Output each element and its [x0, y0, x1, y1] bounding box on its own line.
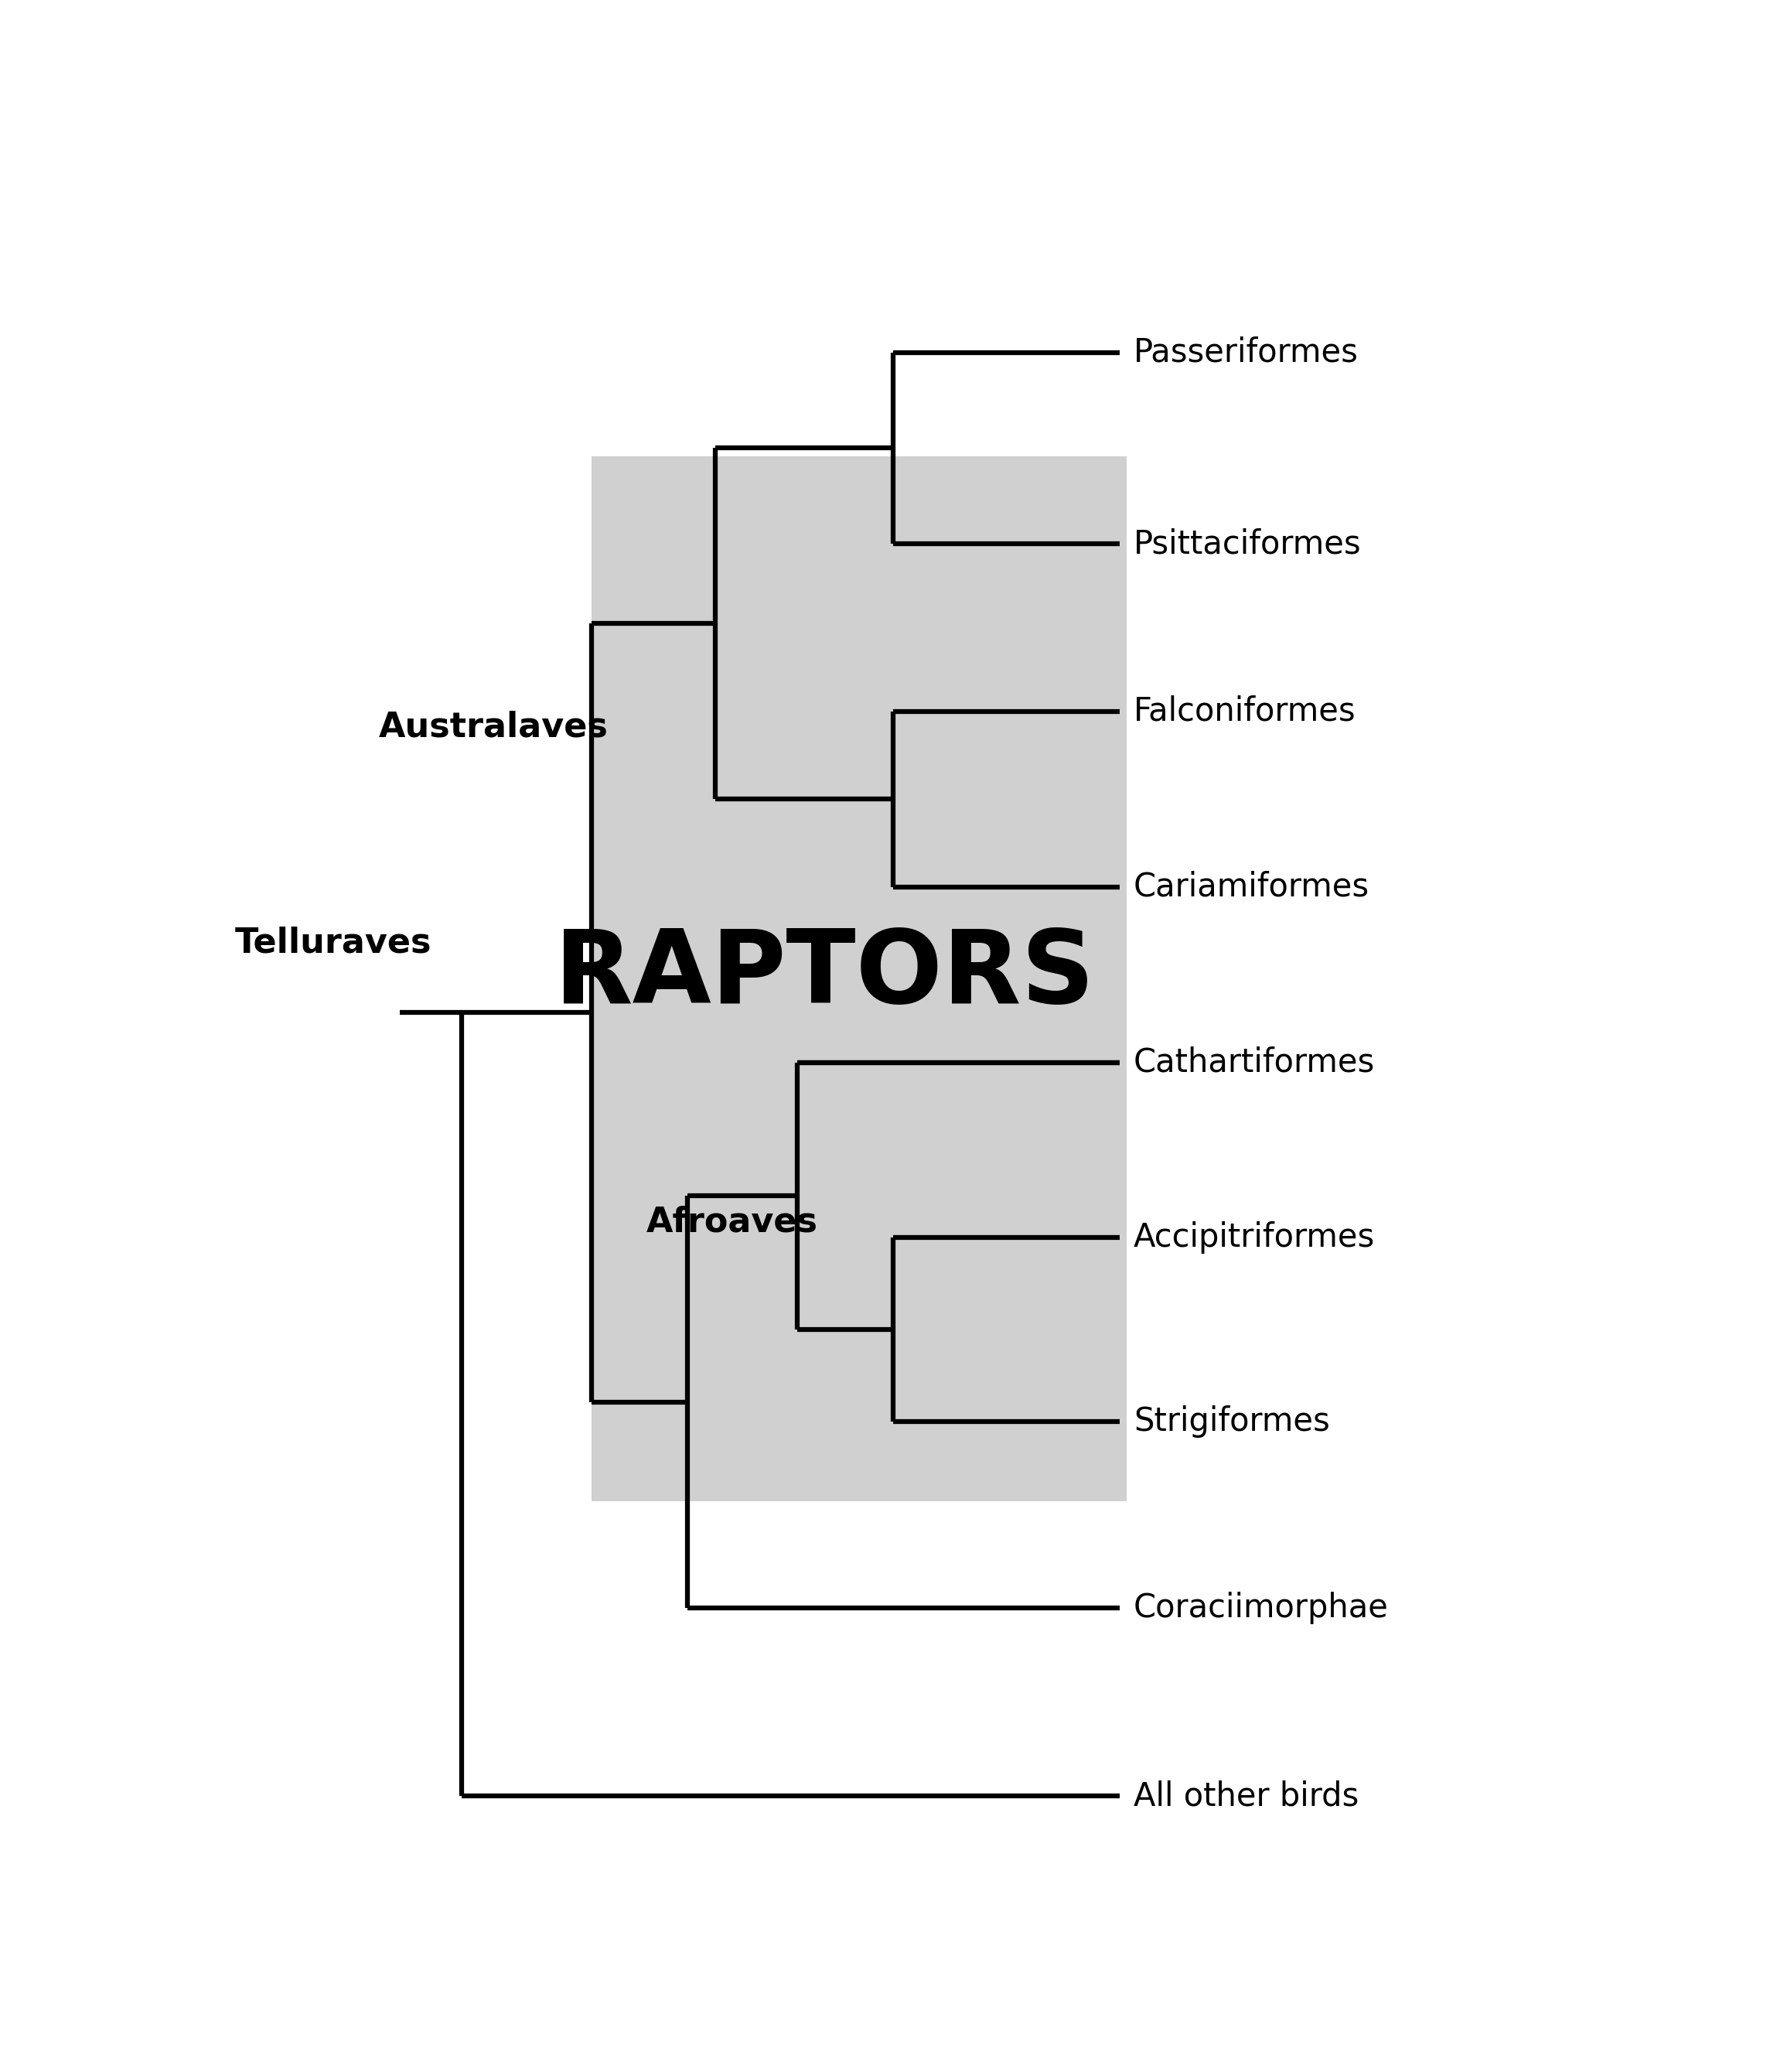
Text: Australaves: Australaves	[379, 711, 609, 744]
Text: Afroaves: Afroaves	[646, 1206, 818, 1239]
Text: Cariamiformes: Cariamiformes	[1133, 870, 1370, 903]
Text: Telluraves: Telluraves	[235, 926, 432, 959]
Text: RAPTORS: RAPTORS	[554, 926, 1096, 1024]
Text: Accipitriformes: Accipitriformes	[1133, 1222, 1375, 1254]
Bar	[591, 456, 1126, 1500]
Text: Strigiformes: Strigiformes	[1133, 1405, 1329, 1438]
Text: Passeriformes: Passeriformes	[1133, 336, 1358, 369]
Text: Falconiformes: Falconiformes	[1133, 694, 1356, 727]
Text: All other birds: All other birds	[1133, 1780, 1359, 1813]
Text: Psittaciformes: Psittaciformes	[1133, 528, 1361, 559]
Text: Coraciimorphae: Coraciimorphae	[1133, 1591, 1388, 1624]
Text: Cathartiformes: Cathartiformes	[1133, 1046, 1375, 1080]
